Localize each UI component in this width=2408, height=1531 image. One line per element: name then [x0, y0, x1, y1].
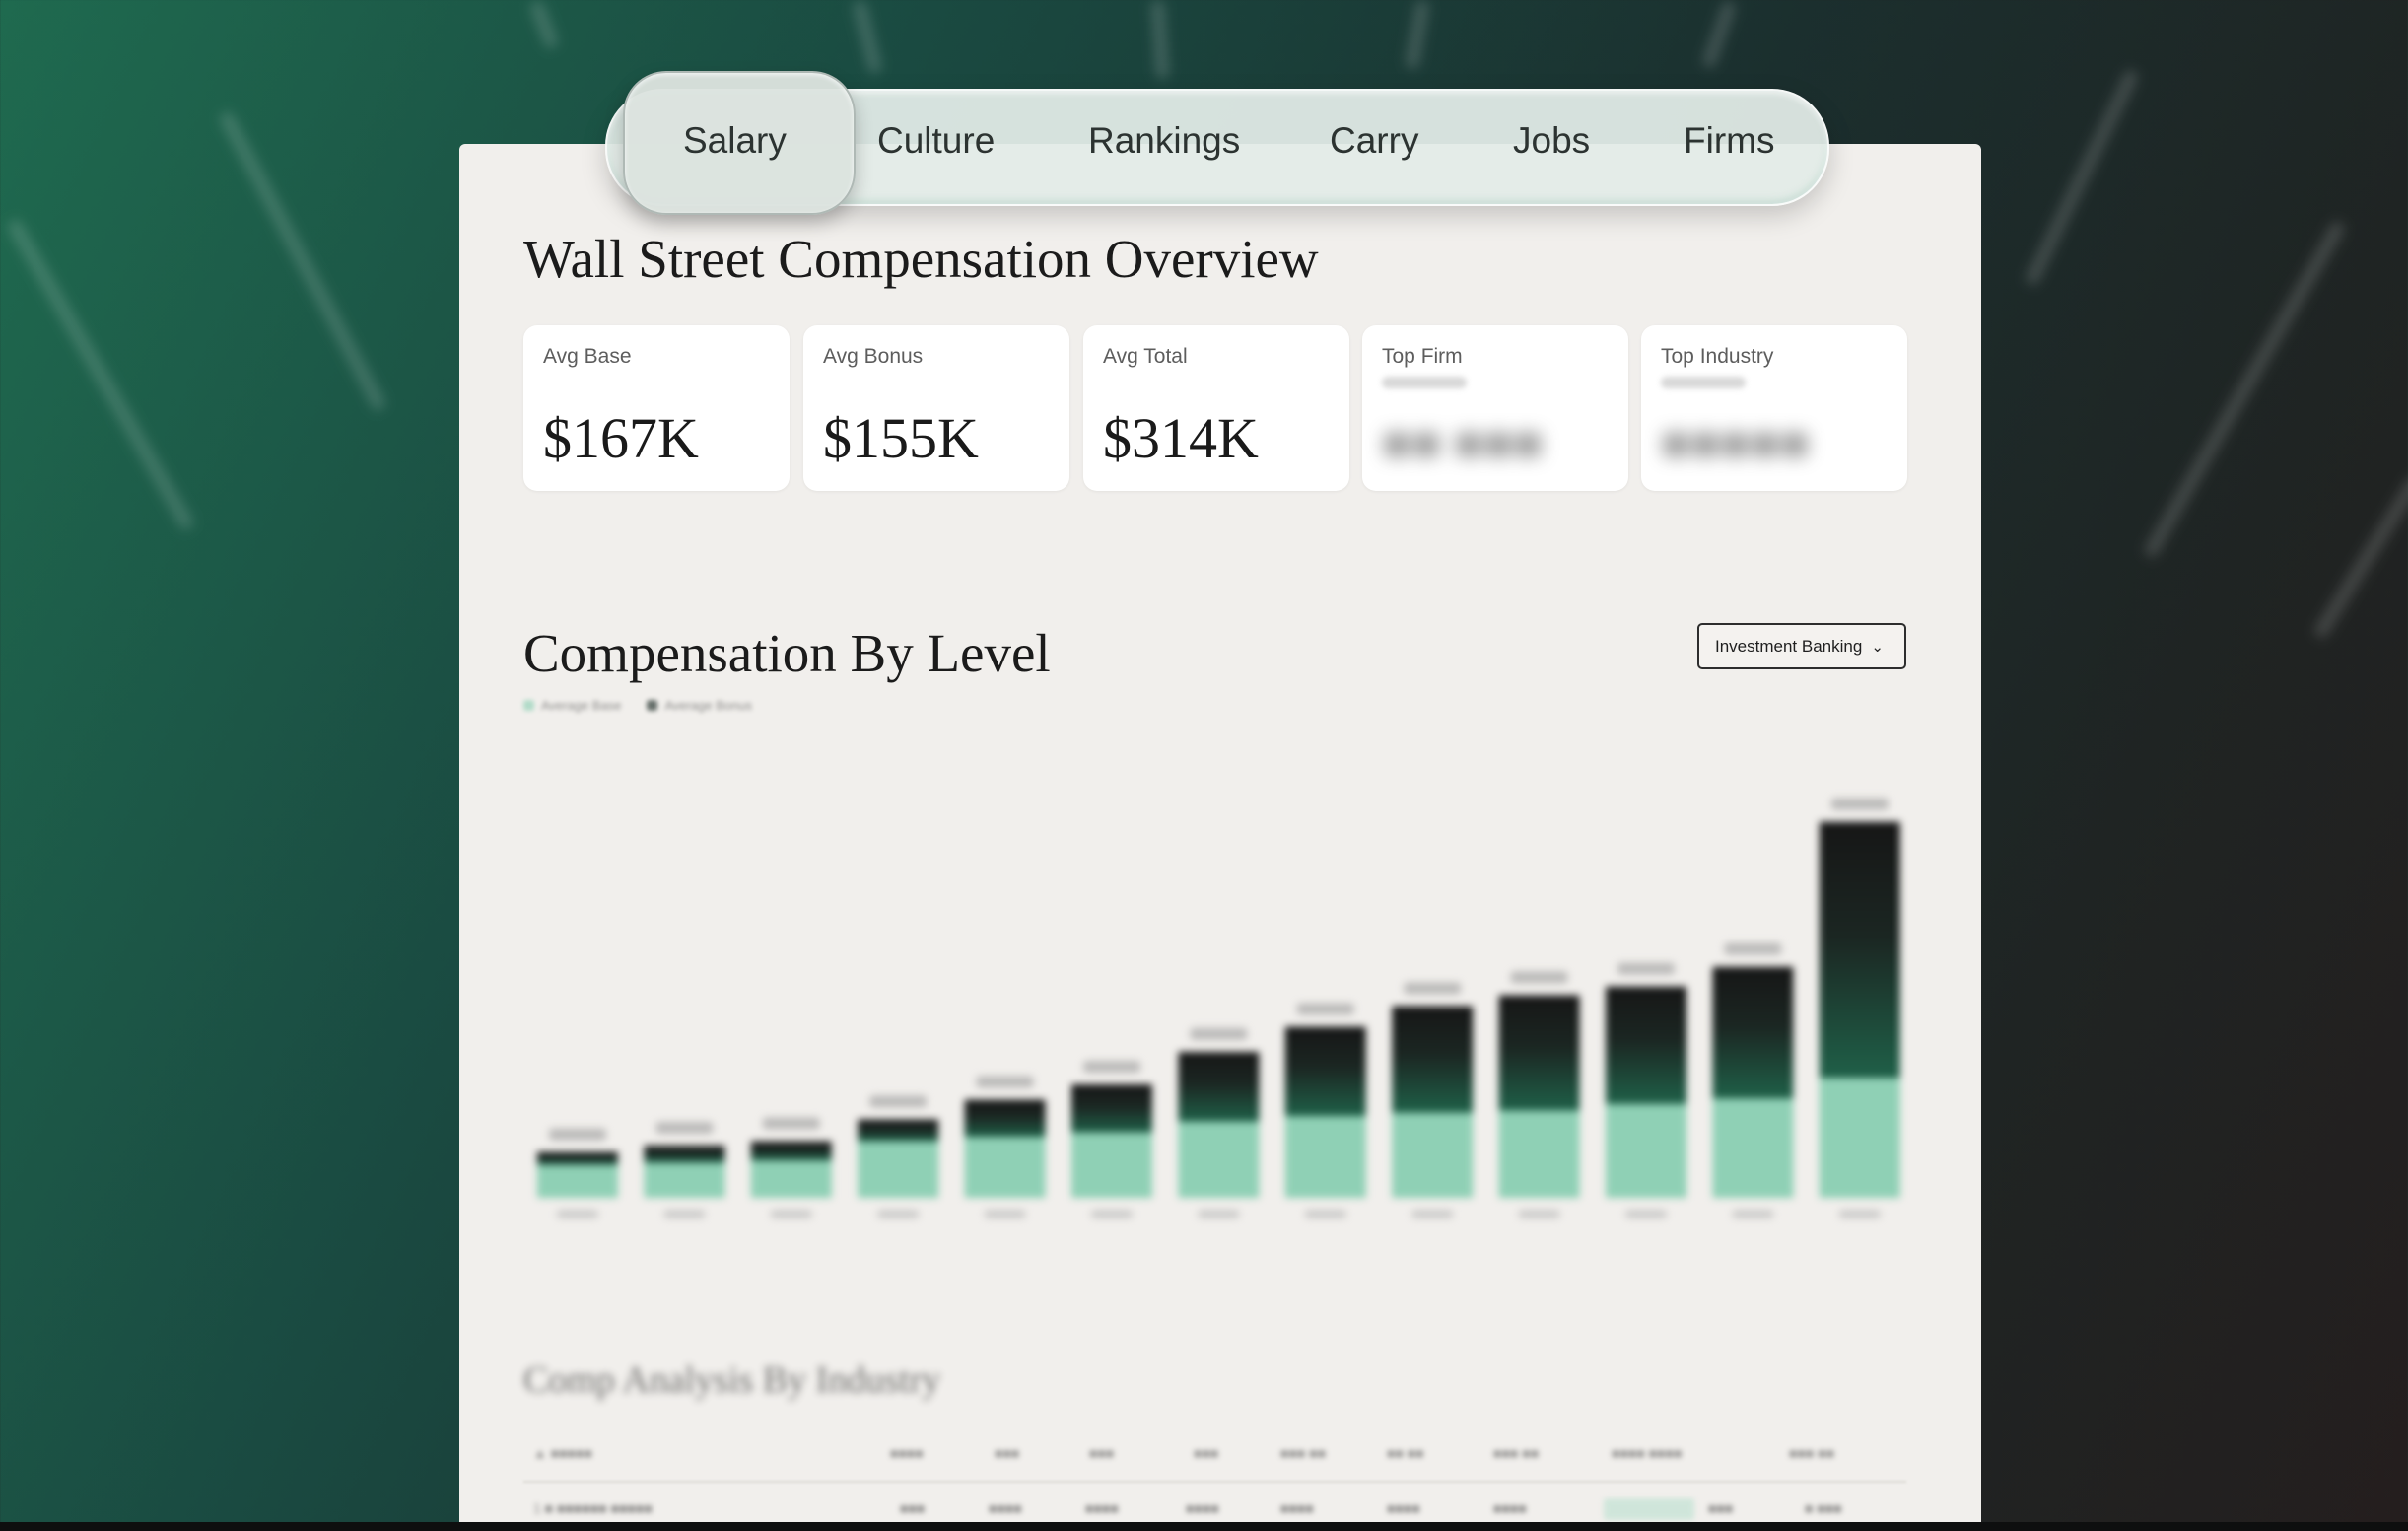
bar-segment-bonus: [1606, 986, 1686, 1104]
stat-value: $167K: [543, 406, 699, 470]
bar-total-label: [1083, 1061, 1140, 1074]
bar-category-label: [877, 1210, 920, 1218]
bar-segment-base: [1712, 1098, 1794, 1198]
blurred-subtext: [1382, 377, 1467, 388]
bar-segment-bonus: [1178, 1051, 1260, 1122]
tab-firms[interactable]: Firms: [1684, 120, 1775, 161]
industry-select[interactable]: Investment Banking ⌄: [1697, 623, 1906, 669]
tab-jobs[interactable]: Jobs: [1513, 120, 1591, 161]
bar-total-label: [549, 1128, 606, 1141]
table-row: 1 ■ ■■■■■■ ■■■■■ ■■■ ■■■■ ■■■■ ■■■■ ■■■■…: [523, 1498, 1906, 1522]
bar-segment-base: [644, 1162, 725, 1198]
industry-select-value: Investment Banking: [1715, 636, 1863, 656]
window-bottom-bar: [0, 1522, 2408, 1531]
stat-card-top-industry: Top Industry ■■■■■: [1641, 325, 1907, 491]
highlight-cell: [1604, 1498, 1694, 1520]
bar-category-label: [1091, 1210, 1133, 1218]
chart-legend: Average Base Average Bonus: [523, 698, 752, 713]
page-title: Wall Street Compensation Overview: [523, 229, 1319, 289]
bar-total-label: [1617, 962, 1675, 975]
bar-total-label: [1190, 1027, 1248, 1040]
legend-item-base: Average Base: [523, 698, 621, 713]
stat-value-blurred: ■■ ■■■: [1382, 415, 1544, 470]
tab-culture[interactable]: Culture: [877, 120, 996, 161]
chevron-down-icon: ⌄: [1871, 638, 1884, 656]
legend-label: Average Bonus: [664, 698, 753, 713]
bar-category-label: [770, 1210, 812, 1218]
legend-swatch-bonus: [647, 700, 658, 711]
bar-total-label: [1724, 942, 1782, 955]
stat-value: $314K: [1103, 406, 1259, 470]
bar-segment-base: [858, 1141, 939, 1198]
bar-segment-base: [964, 1137, 1046, 1198]
bar-segment-bonus: [964, 1099, 1046, 1138]
bar-total-label: [762, 1117, 820, 1130]
bar-segment-bonus: [1284, 1026, 1366, 1117]
table-divider: [523, 1481, 1906, 1483]
bar-segment-bonus: [750, 1141, 832, 1161]
stat-card-avg-bonus: Avg Bonus $155K: [803, 325, 1069, 491]
bar-segment-bonus: [644, 1145, 725, 1163]
bar-total-label: [1404, 982, 1462, 995]
stat-card-avg-total: Avg Total $314K: [1083, 325, 1349, 491]
bar-segment-base: [1819, 1078, 1900, 1198]
bar-total-label: [1830, 798, 1889, 810]
stat-label: Avg Bonus: [823, 345, 924, 368]
bar-segment-bonus: [1071, 1084, 1152, 1133]
bar-total-label: [655, 1121, 714, 1134]
stat-value: $155K: [823, 406, 979, 470]
stat-label: Avg Base: [543, 345, 632, 368]
bar-segment-bonus: [1712, 966, 1794, 1099]
bar-category-label: [1411, 1210, 1454, 1218]
bar-category-label: [1838, 1210, 1881, 1218]
stat-card-top-firm: Top Firm ■■ ■■■: [1362, 325, 1628, 491]
bar-category-label: [1732, 1210, 1774, 1218]
bar-segment-base: [1498, 1110, 1580, 1198]
bar-segment-bonus: [858, 1119, 939, 1142]
bar-segment-bonus: [1392, 1006, 1474, 1113]
stat-label: Avg Total: [1103, 345, 1188, 368]
bar-segment-base: [1284, 1116, 1366, 1198]
bar-segment-base: [1071, 1132, 1152, 1198]
bar-category-label: [557, 1210, 598, 1218]
bar-segment-base: [750, 1160, 832, 1198]
stat-card-avg-base: Avg Base $167K: [523, 325, 790, 491]
bar-category-label: [1625, 1210, 1667, 1218]
stat-value-blurred: ■■■■■: [1661, 415, 1811, 470]
bar-total-label: [1510, 971, 1568, 984]
tab-carry[interactable]: Carry: [1330, 120, 1419, 161]
bar-category-label: [1304, 1210, 1346, 1218]
bar-total-label: [869, 1095, 928, 1108]
bar-total-label: [1296, 1003, 1354, 1015]
bar-category-label: [1198, 1210, 1240, 1218]
stat-label: Top Firm: [1382, 345, 1463, 368]
bar-total-label: [976, 1076, 1034, 1088]
stat-label: Top Industry: [1661, 345, 1774, 368]
tab-salary[interactable]: Salary: [683, 120, 787, 161]
bar-category-label: [1518, 1210, 1560, 1218]
bar-category-label: [663, 1210, 706, 1218]
table-header: ▲ ■■■■■ ■■■■ ■■■ ■■■ ■■■ ■■■ ■■ ■■ ■■ ■■…: [533, 1445, 1835, 1461]
section-title-compensation: Compensation By Level: [523, 623, 1051, 683]
bar-segment-base: [1606, 1103, 1686, 1198]
bar-segment-base: [1392, 1112, 1474, 1198]
bar-segment-base: [537, 1164, 618, 1198]
bar-category-label: [984, 1210, 1026, 1218]
nav-active-indicator: [623, 71, 856, 215]
tab-rankings[interactable]: Rankings: [1088, 120, 1241, 161]
bar-segment-base: [1178, 1121, 1260, 1198]
legend-label: Average Base: [541, 698, 622, 713]
table-title: Comp Analysis By Industry: [523, 1359, 941, 1401]
legend-swatch-base: [523, 700, 534, 711]
bar-segment-bonus: [1819, 821, 1900, 1079]
legend-item-bonus: Average Bonus: [647, 698, 752, 713]
bar-segment-bonus: [537, 1151, 618, 1165]
bar-segment-bonus: [1498, 995, 1580, 1111]
blurred-subtext: [1661, 377, 1746, 388]
